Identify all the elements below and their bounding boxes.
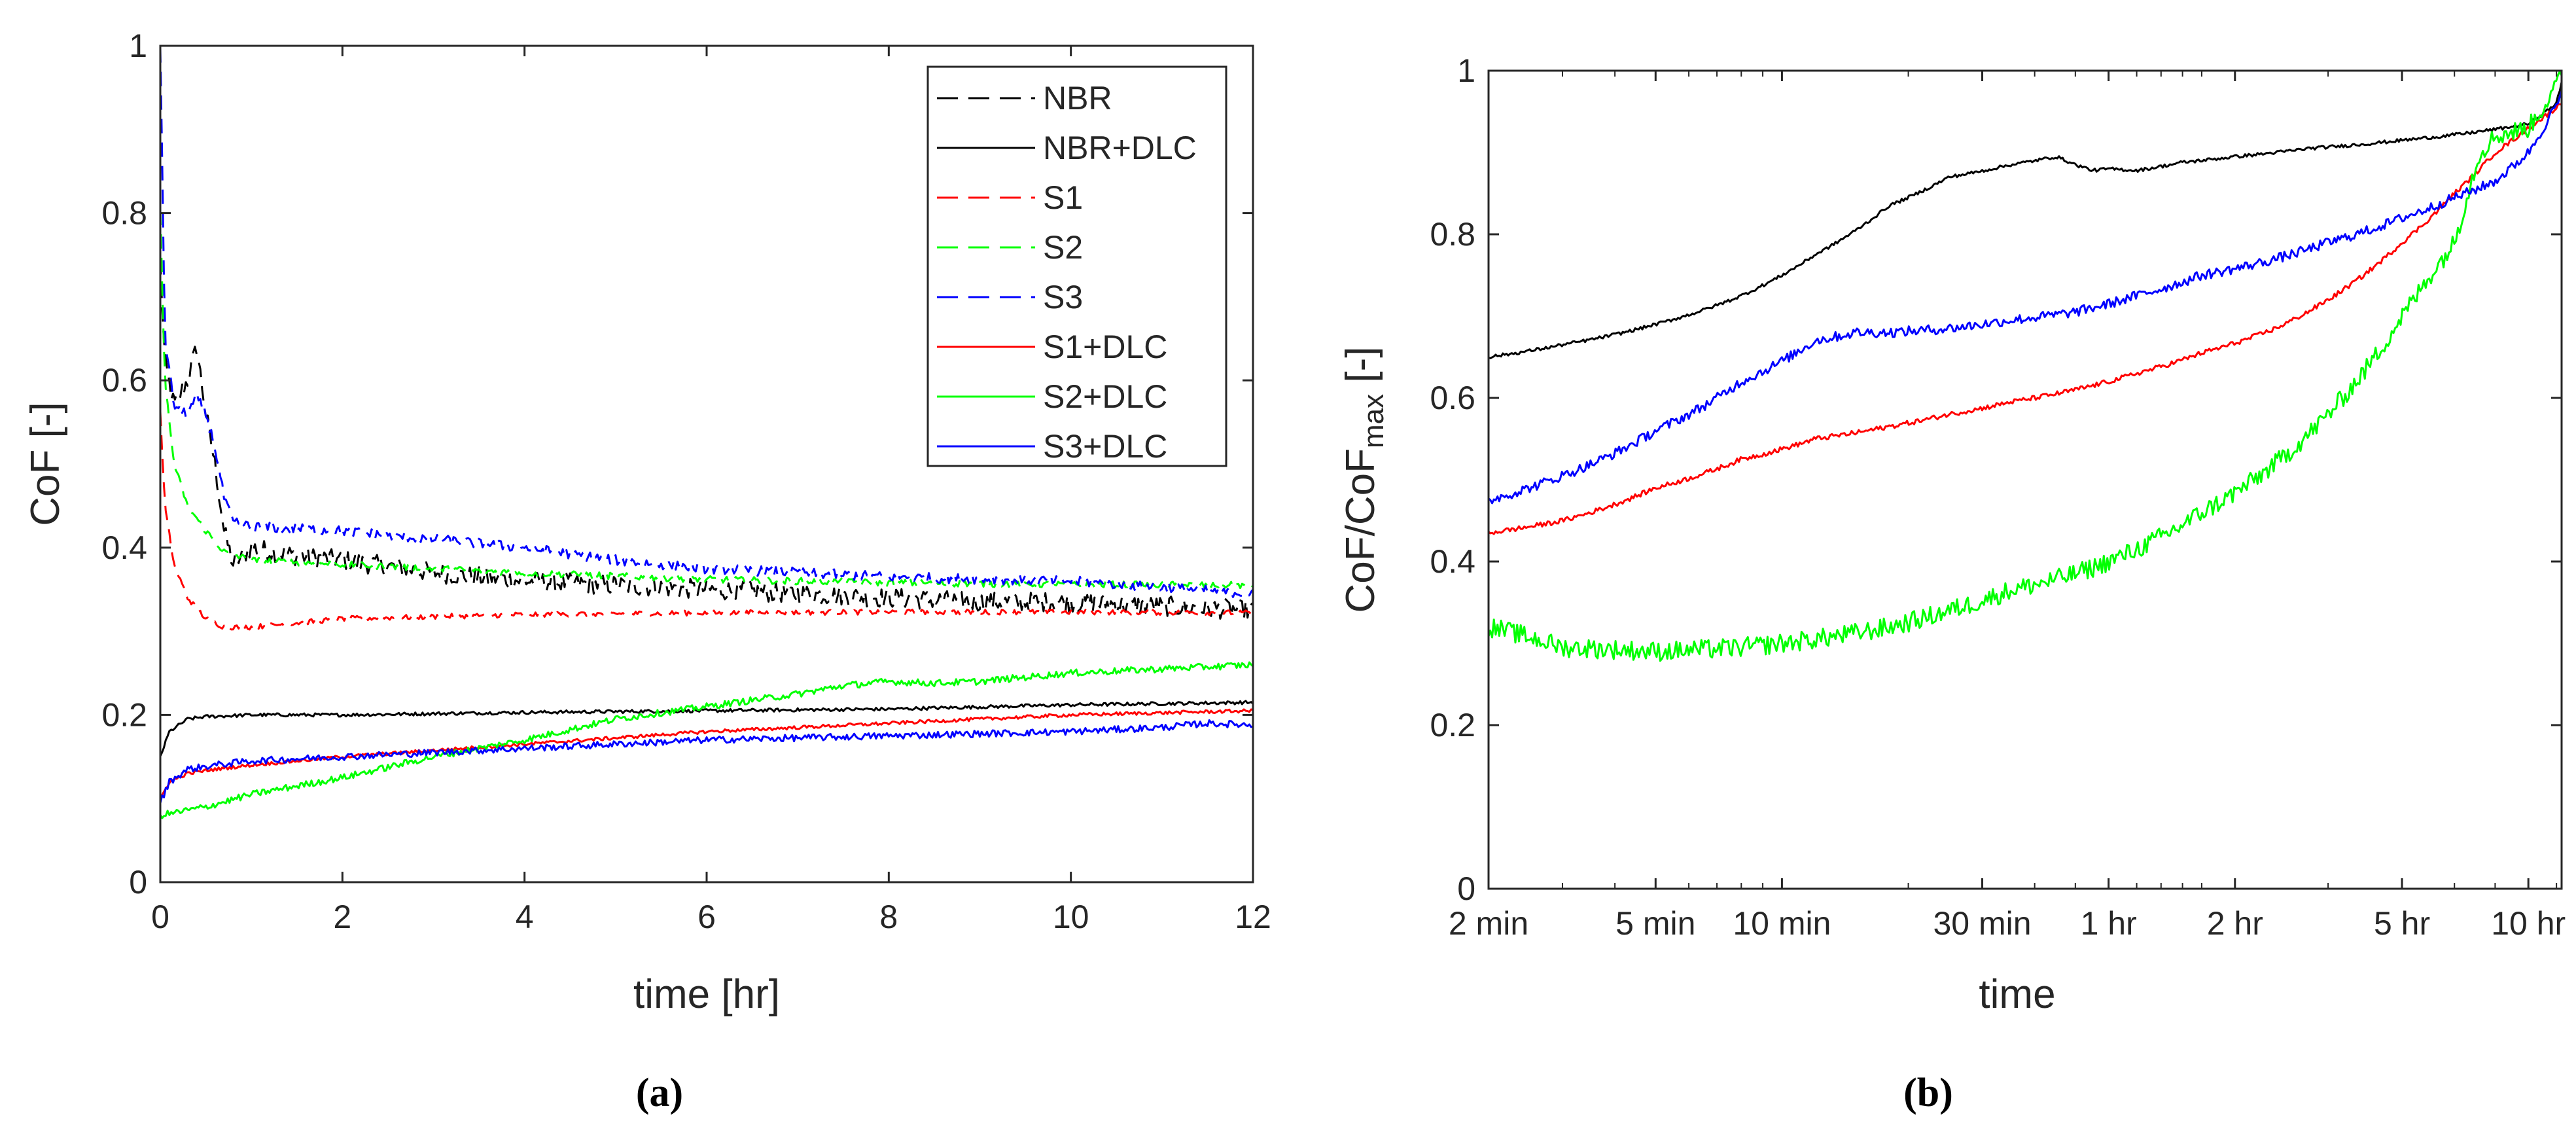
chart-a-legend-label: S1 xyxy=(1043,179,1083,216)
chart-b-series-line-4 xyxy=(1489,90,2562,505)
chart-b-series-line-3 xyxy=(1489,71,2562,662)
chart-a-y-tick-label: 0.8 xyxy=(101,195,147,232)
chart-a-legend-label: S3 xyxy=(1043,279,1083,315)
chart-b-x-tick-label: 30 min xyxy=(1933,905,2031,942)
chart-b-tick-labels: 2 min 5 min 10 min 30 min 1 hr 2 hr 5 hr 10 hr 0… xyxy=(1430,52,2566,942)
chart-b: 2 min 5 min 10 min 30 min 1 hr 2 hr 5 hr 10 hr 0… xyxy=(1338,52,2566,1115)
chart-b-y-tick-label: 0.2 xyxy=(1430,707,1475,743)
chart-b-x-tick-label: 1 hr xyxy=(2081,905,2137,942)
chart-b-ticks xyxy=(1487,69,2562,890)
chart-a-tick-labels: 0 2 4 6 8 10 12 0 0.2 0.4 0.6 0.8 1 xyxy=(101,27,1271,935)
chart-a-y-tick-label: 0.4 xyxy=(101,529,147,566)
chart-a: 0 2 4 6 8 10 12 0 0.2 0.4 0.6 0.8 1 time [hr] CoF [-… xyxy=(23,27,1271,1115)
chart-a-y-tick-label: 0 xyxy=(129,864,147,901)
chart-b-y-axis-label-suffix: [-] xyxy=(1338,347,1383,394)
chart-a-series-nbr-dlc xyxy=(160,700,1253,757)
chart-a-series-s2-dlc xyxy=(160,661,1253,819)
chart-b-x-axis-label: time xyxy=(1979,972,2055,1017)
chart-a-legend-label: S2 xyxy=(1043,229,1083,266)
chart-b-x-tick-label: 10 hr xyxy=(2491,905,2566,942)
chart-a-y-axis-label: CoF [-] xyxy=(23,402,68,526)
chart-b-y-axis-label: CoF/CoFmax [-] xyxy=(1338,347,1390,613)
chart-b-x-tick-label: 5 hr xyxy=(2374,905,2430,942)
chart-a-legend-label: S2+DLC xyxy=(1043,378,1167,415)
chart-b-y-axis-label-subscript: max xyxy=(1358,394,1390,448)
chart-a-y-tick-label: 1 xyxy=(129,27,147,64)
chart-a-legend-label: S1+DLC xyxy=(1043,329,1167,365)
chart-b-x-tick-label: 5 min xyxy=(1615,905,1695,942)
chart-a-series-layer xyxy=(160,48,1253,819)
chart-a-legend-box xyxy=(926,65,1227,467)
chart-a-x-axis-label: time [hr] xyxy=(633,972,780,1017)
chart-a-legend-label: S3+DLC xyxy=(1043,428,1167,465)
chart-a-series-s3-dlc xyxy=(160,719,1253,804)
chart-a-x-tick-label: 8 xyxy=(879,899,898,935)
chart-b-y-tick-label: 0 xyxy=(1457,870,1475,907)
chart-a-ticks xyxy=(159,45,1254,883)
chart-a-legend-label: NBR+DLC xyxy=(1043,130,1197,166)
chart-a-series-s1 xyxy=(160,412,1253,631)
chart-b-y-tick-label: 1 xyxy=(1457,52,1475,89)
chart-b-series-line-1 xyxy=(1489,82,2562,359)
chart-a-x-tick-label: 6 xyxy=(697,899,716,935)
chart-b-axes-box xyxy=(1487,69,2563,890)
chart-a-x-tick-label: 2 xyxy=(333,899,351,935)
chart-a-legend-label: NBR xyxy=(1043,80,1112,116)
chart-b-x-tick-label: 10 min xyxy=(1733,905,1831,942)
chart-b-y-tick-label: 0.8 xyxy=(1430,216,1475,253)
chart-a-y-tick-label: 0.6 xyxy=(101,362,147,399)
chart-a-x-tick-label: 10 xyxy=(1053,899,1089,935)
chart-b-y-tick-label: 0.4 xyxy=(1430,543,1475,580)
chart-b-x-tick-label: 2 min xyxy=(1449,905,1528,942)
chart-a-x-tick-label: 0 xyxy=(151,899,169,935)
chart-b-y-axis-label-main: CoF/CoF xyxy=(1338,448,1383,613)
chart-b-x-tick-label: 2 hr xyxy=(2207,905,2263,942)
chart-b-series-layer xyxy=(1489,71,2562,662)
chart-b-panel-label: (b) xyxy=(1903,1071,1953,1115)
chart-a-legend: NBR NBR+DLC S1 S2 S3 S1+DLC S2+DLC S3+DLC xyxy=(926,65,1227,467)
chart-b-series-line-2 xyxy=(1489,103,2562,535)
chart-a-y-tick-label: 0.2 xyxy=(101,696,147,733)
chart-a-x-tick-label: 4 xyxy=(516,899,534,935)
chart-a-x-tick-label: 12 xyxy=(1235,899,1271,935)
chart-b-y-tick-label: 0.6 xyxy=(1430,380,1475,416)
chart-a-series-s3 xyxy=(160,48,1253,598)
chart-a-panel-label: (a) xyxy=(636,1071,683,1115)
chart-a-legend-entries: NBR NBR+DLC S1 S2 S3 S1+DLC S2+DLC S3+DLC xyxy=(937,80,1197,465)
